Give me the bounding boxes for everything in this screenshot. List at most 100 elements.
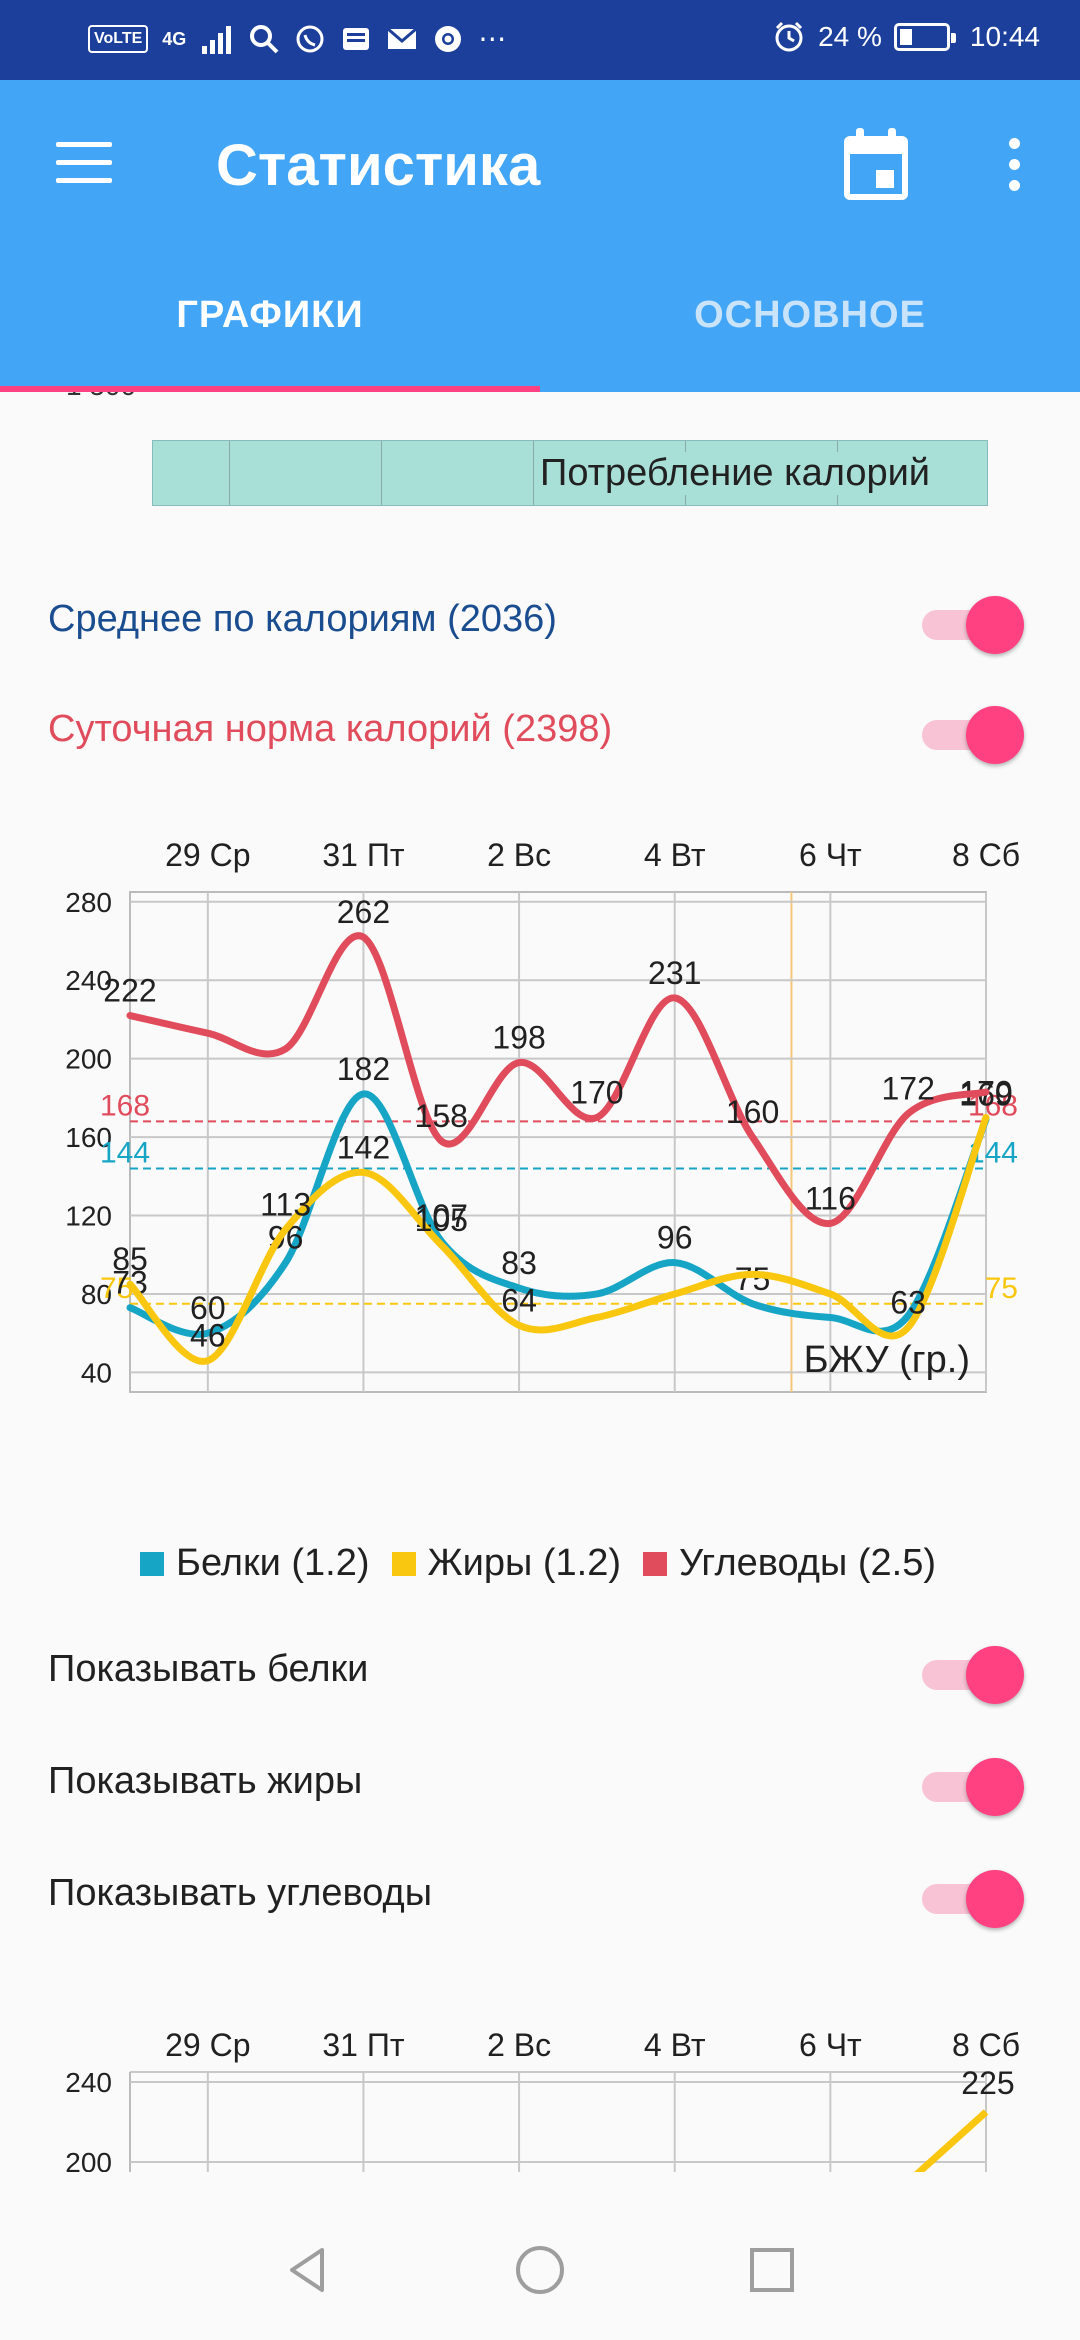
calendar-icon[interactable] (840, 126, 912, 204)
toggle-row-norm-calories[interactable]: Суточная норма калорий (2398) (0, 692, 1080, 772)
x-tick-label: 2 Вс (487, 837, 551, 873)
data-label: 46 (190, 1318, 226, 1354)
data-label: 222 (103, 973, 156, 1009)
reference-label-left: 168 (100, 1089, 150, 1122)
legend-label: Углеводы (2.5) (678, 1542, 936, 1584)
legend-swatch (642, 1551, 667, 1576)
toggle-label: Показывать углеводы (48, 1872, 433, 1914)
chart-annotation: БЖУ (гр.) (804, 1339, 970, 1381)
tab-main[interactable]: ОСНОВНОЕ (694, 294, 926, 336)
tab-indicator (0, 386, 540, 392)
toggle-row-avg-calories[interactable]: Среднее по калориям (2036) (0, 582, 1080, 662)
series-line-protein (126, 1090, 990, 1338)
y-tick-label: 200 (65, 1044, 112, 1075)
y-tick-label: 240 (65, 2067, 112, 2098)
battery-percent: 24 % (818, 21, 882, 52)
status-bar: VoLTE 4G ⋯ 24 % 10:44 (0, 0, 1080, 80)
tab-charts[interactable]: ГРАФИКИ (176, 294, 364, 336)
x-tick-label: 29 Ср (165, 2027, 250, 2063)
y-tick-label: 200 (65, 2147, 112, 2172)
y-tick-label: 80 (81, 1279, 112, 1310)
legend-item-protein: Белки (1.2) (140, 1542, 370, 1585)
y-tick-label: 40 (81, 1357, 112, 1388)
data-label: 63 (890, 1284, 926, 1320)
alarm-icon (775, 21, 803, 52)
x-tick-label: 2 Вс (487, 2027, 551, 2063)
status-icons-left: VoLTE 4G ⋯ (88, 22, 506, 56)
legend-swatch (391, 1551, 416, 1576)
x-tick-label: 31 Пт (322, 837, 404, 873)
data-label: 170 (570, 1074, 623, 1110)
x-tick-label: 4 Вт (644, 2027, 706, 2063)
toggle-label: Суточная норма калорий (2398) (48, 708, 613, 750)
calorie-chart-label: Потребление калорий (536, 452, 935, 495)
show-fat-switch[interactable] (922, 1758, 1024, 1816)
data-label: 85 (112, 1241, 148, 1277)
data-label: 158 (415, 1098, 468, 1134)
macro-chart: 29 Ср 31 Пт 2 Вс 4 Вт 6 Чт 8 Сб 40 80 120 160 200 2… (65, 837, 1020, 1393)
menu-icon[interactable] (56, 142, 112, 186)
chrome-icon (435, 26, 462, 52)
data-label: 96 (657, 1220, 693, 1256)
battery-icon (893, 23, 956, 51)
toggle-row-show-protein[interactable]: Показывать белки (0, 1632, 1080, 1712)
data-label: 198 (492, 1020, 545, 1056)
charts-content[interactable]: 1 500 Потребление калорий Среднее по кал… (0, 392, 1080, 2172)
y-tick-label: 160 (65, 1122, 112, 1153)
norm-calories-switch[interactable] (922, 706, 1024, 764)
show-carbs-switch[interactable] (922, 1870, 1024, 1928)
x-tick-label: 31 Пт (322, 2027, 404, 2063)
clock: 10:44 (969, 21, 1040, 52)
x-tick-label: 8 Сб (952, 837, 1020, 873)
calorie-ytick: 1 500 (66, 392, 136, 402)
lower-chart: 29 Ср 31 Пт 2 Вс 4 Вт 6 Чт 8 Сб 200 240 225 (65, 2027, 1020, 2172)
avg-calories-switch[interactable] (922, 596, 1024, 654)
volte-icon: VoLTE (88, 25, 149, 53)
mail-icon (387, 27, 418, 49)
status-icons-right: 24 % 10:44 (772, 20, 1040, 54)
recents-icon[interactable] (742, 2240, 802, 2300)
toggle-label: Показывать белки (48, 1648, 369, 1690)
x-tick-label: 6 Чт (799, 837, 862, 873)
x-tick-label: 4 Вт (644, 837, 706, 873)
page-title: Статистика (216, 133, 541, 198)
data-label: 64 (501, 1282, 537, 1318)
toggle-label: Среднее по калориям (2036) (48, 598, 557, 640)
x-tick-label: 8 Сб (952, 2027, 1020, 2063)
legend-label: Белки (1.2) (176, 1542, 370, 1584)
show-protein-switch[interactable] (922, 1646, 1024, 1704)
legend-item-fat: Жиры (1.2) (391, 1542, 621, 1585)
toggle-row-show-carbs[interactable]: Показывать углеводы (0, 1856, 1080, 1936)
toggle-label: Показывать жиры (48, 1760, 363, 1802)
calorie-chart-fragment: 1 500 Потребление калорий (0, 392, 1080, 512)
data-label: 231 (648, 955, 701, 991)
data-label: 142 (337, 1129, 390, 1165)
y-tick-label: 240 (65, 965, 112, 996)
macro-legend: Белки (1.2) Жиры (1.2) Углеводы (2.5) (140, 1542, 936, 1585)
series-line-carbs (126, 932, 990, 1227)
data-label: 105 (415, 1202, 468, 1238)
data-label: 160 (726, 1094, 779, 1130)
data-label: 83 (501, 1245, 537, 1281)
legend-swatch (140, 1551, 164, 1576)
back-icon[interactable] (278, 2240, 338, 2300)
app-bar: Статистика ГРАФИКИ ОСНОВНОЕ (0, 80, 1080, 392)
y-tick-label: 120 (65, 1201, 112, 1232)
data-label: 182 (337, 1051, 390, 1087)
series-line-fat (914, 2109, 989, 2172)
signal-icon (202, 26, 232, 54)
x-tick-label: 6 Чт (799, 2027, 862, 2063)
more-options-icon[interactable] (1002, 138, 1026, 194)
data-label: 113 (260, 1186, 311, 1222)
news-icon (343, 28, 370, 50)
data-label: 60 (190, 1290, 226, 1326)
navigation-bar (0, 2200, 1080, 2340)
home-icon[interactable] (510, 2240, 570, 2300)
toggle-row-show-fat[interactable]: Показывать жиры (0, 1744, 1080, 1824)
data-label: 225 (961, 2065, 1014, 2101)
series-line-fat (126, 1113, 990, 1365)
data-label: 262 (337, 894, 390, 930)
network-type: 4G (162, 29, 187, 49)
reference-label-right: 75 (985, 1272, 1018, 1305)
more-notifications-icon: ⋯ (478, 23, 507, 54)
